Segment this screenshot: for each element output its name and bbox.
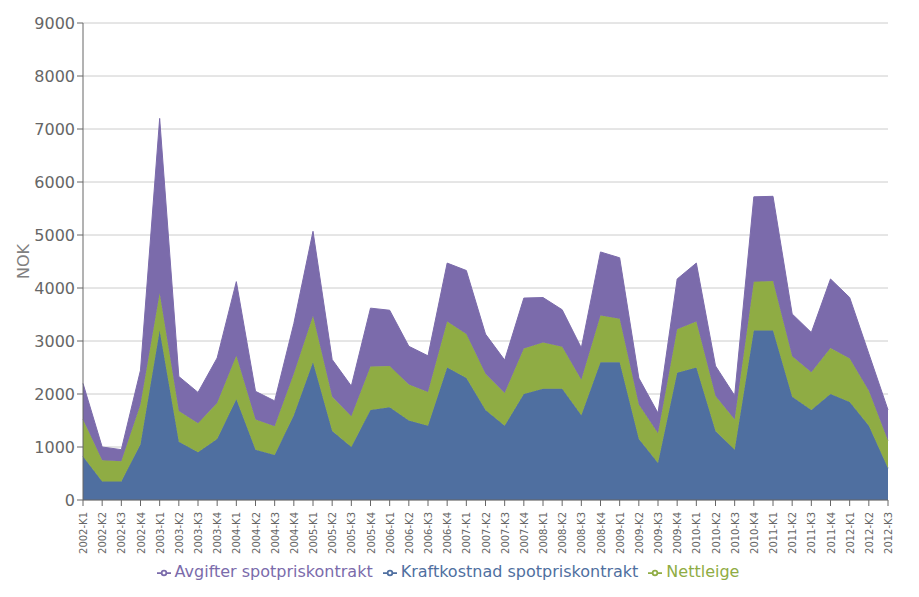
svg-text:2003-K2: 2003-K2 [174,512,185,554]
svg-text:2002-K3: 2002-K3 [116,512,127,554]
svg-text:2005-K1: 2005-K1 [308,512,319,554]
svg-text:2009-K1: 2009-K1 [615,512,626,554]
svg-text:2012-K1: 2012-K1 [845,512,856,554]
svg-text:2007-K2: 2007-K2 [481,512,492,554]
svg-text:2004-K3: 2004-K3 [270,512,281,554]
svg-text:2010-K2: 2010-K2 [711,512,722,554]
svg-text:2010-K4: 2010-K4 [749,512,760,554]
svg-text:2006-K2: 2006-K2 [404,512,415,554]
svg-text:2008-K3: 2008-K3 [576,512,587,554]
svg-text:2012-K3: 2012-K3 [883,512,894,554]
svg-text:2005-K4: 2005-K4 [366,512,377,554]
svg-text:2003-K4: 2003-K4 [212,512,223,554]
svg-text:3000: 3000 [34,332,75,351]
svg-text:2008-K2: 2008-K2 [557,512,568,554]
svg-text:1000: 1000 [34,438,75,457]
svg-text:2012-K2: 2012-K2 [864,512,875,554]
html-text:Nettleige: Nettleige [666,562,740,581]
svg-text:8000: 8000 [34,67,75,86]
svg-text:2006-K3: 2006-K3 [423,512,434,554]
svg-text:9000: 9000 [34,14,75,33]
svg-text:2008-K1: 2008-K1 [538,512,549,554]
svg-text:2010-K3: 2010-K3 [730,512,741,554]
svg-text:2011-K1: 2011-K1 [768,512,779,554]
svg-text:2006-K4: 2006-K4 [442,512,453,554]
svg-text:2006-K1: 2006-K1 [385,512,396,554]
svg-text:6000: 6000 [34,173,75,192]
svg-text:2011-K2: 2011-K2 [787,512,798,554]
svg-text:2002-K4: 2002-K4 [136,512,147,554]
svg-text:2002-K1: 2002-K1 [78,512,89,554]
svg-text:2005-K2: 2005-K2 [327,512,338,554]
svg-text:2007-K3: 2007-K3 [500,512,511,554]
svg-text:2010-K1: 2010-K1 [691,512,702,554]
svg-text:2007-K1: 2007-K1 [461,512,472,554]
svg-text:2008-K4: 2008-K4 [596,512,607,554]
svg-text:2002-K2: 2002-K2 [97,512,108,554]
svg-text:7000: 7000 [34,120,75,139]
svg-text:2009-K4: 2009-K4 [672,512,683,554]
html-text:Kraftkostnad spotpriskontrakt: Kraftkostnad spotpriskontrakt [400,562,639,581]
svg-text:5000: 5000 [34,226,75,245]
svg-text:2011-K3: 2011-K3 [806,512,817,554]
svg-text:2004-K2: 2004-K2 [251,512,262,554]
svg-text:2003-K1: 2003-K1 [155,512,166,554]
svg-text:2009-K3: 2009-K3 [653,512,664,554]
svg-text:2000: 2000 [34,385,75,404]
svg-text:2003-K3: 2003-K3 [193,512,204,554]
svg-text:4000: 4000 [34,279,75,298]
svg-text:0: 0 [65,491,75,510]
svg-text:2004-K4: 2004-K4 [289,512,300,554]
svg-text:NOK: NOK [14,243,33,279]
svg-text:2005-K3: 2005-K3 [346,512,357,554]
svg-text:2011-K4: 2011-K4 [826,512,837,554]
svg-text:2004-K1: 2004-K1 [231,512,242,554]
svg-text:2007-K4: 2007-K4 [519,512,530,554]
html-text:Avgifter spotpriskontrakt: Avgifter spotpriskontrakt [174,562,373,581]
svg-text:2009-K2: 2009-K2 [634,512,645,554]
